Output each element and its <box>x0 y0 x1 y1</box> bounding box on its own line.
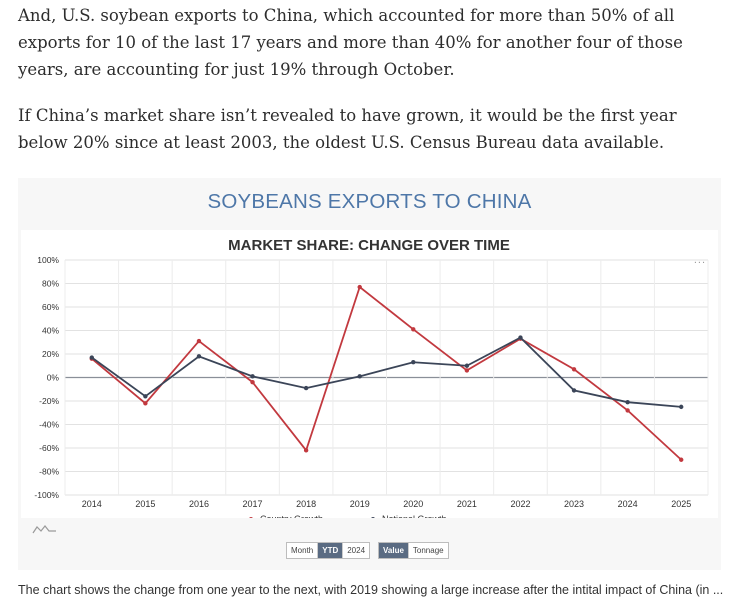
chart-menu-icon[interactable]: ... <box>693 254 706 266</box>
x-tick-label: 2024 <box>618 499 638 509</box>
y-tick-label: 40% <box>42 326 59 336</box>
chart-panel: SOYBEANS EXPORTS TO CHINA MARKET SHARE: … <box>18 178 721 570</box>
data-point <box>303 448 309 453</box>
measure-toggle: Value Tonnage <box>378 542 449 559</box>
legend-label: Country Growth <box>260 514 323 518</box>
legend-marker <box>249 517 253 518</box>
x-tick-label: 2016 <box>189 499 209 509</box>
data-point <box>196 354 202 359</box>
chart-logo-icon <box>32 525 56 534</box>
data-point <box>679 404 684 410</box>
data-point <box>411 360 416 365</box>
legend-marker <box>371 517 375 518</box>
data-point <box>625 399 630 405</box>
chart-caption: The chart shows the change from one year… <box>18 583 724 597</box>
y-tick-label: -20% <box>39 396 59 406</box>
data-point <box>679 457 684 462</box>
y-tick-label: -80% <box>39 467 59 477</box>
x-tick-label: 2019 <box>350 499 370 509</box>
y-tick-label: -40% <box>39 420 59 430</box>
series-line <box>91 285 682 461</box>
data-point <box>518 335 523 340</box>
chart-title: MARKET SHARE: CHANGE OVER TIME <box>228 237 510 254</box>
x-tick-label: 2021 <box>457 499 477 509</box>
data-point <box>625 408 630 413</box>
y-tick-label: 100% <box>37 255 59 265</box>
series-line <box>91 336 682 408</box>
article-paragraph-2: If China’s market share isn’t revealed t… <box>18 106 677 152</box>
data-point <box>89 355 94 360</box>
x-tick-label: 2023 <box>564 499 584 509</box>
data-point <box>357 284 362 290</box>
value-button[interactable]: Value <box>379 543 409 558</box>
data-point <box>464 363 470 368</box>
data-point <box>250 380 255 385</box>
y-tick-label: -100% <box>34 490 59 500</box>
y-tick-label: 0% <box>47 373 60 383</box>
data-point <box>571 388 577 393</box>
y-tick-label: -60% <box>39 443 59 453</box>
line-chart: MARKET SHARE: CHANGE OVER TIME 100% 80% 60%… <box>34 237 709 518</box>
month-button[interactable]: Month <box>287 543 319 558</box>
ytd-button[interactable]: YTD <box>318 543 344 558</box>
x-tick-label: 2017 <box>243 499 263 509</box>
period-toggle: Month YTD 2024 <box>286 542 371 559</box>
data-point <box>357 374 362 379</box>
data-point <box>571 367 577 372</box>
x-tick-label: 2022 <box>510 499 530 509</box>
data-point <box>143 394 148 399</box>
data-point <box>196 338 202 344</box>
data-point <box>411 327 416 332</box>
x-tick-label: 2025 <box>671 499 691 509</box>
legend-label: National Growth <box>382 514 447 518</box>
article-paragraph-1: And, U.S. soybean exports to China, whic… <box>18 6 683 79</box>
tonnage-button[interactable]: Tonnage <box>412 546 444 555</box>
y-tick-label: 80% <box>42 279 59 289</box>
panel-title: SOYBEANS EXPORTS TO CHINA <box>207 190 532 213</box>
year-2024-button[interactable]: 2024 <box>347 546 366 555</box>
data-point <box>143 401 148 406</box>
x-tick-label: 2020 <box>403 499 423 509</box>
y-tick-label: 20% <box>42 349 59 359</box>
data-point <box>250 374 255 379</box>
x-tick-label: 2018 <box>296 499 316 509</box>
x-tick-label: 2014 <box>82 499 102 509</box>
y-tick-label: 60% <box>42 302 59 312</box>
chart-card: MARKET SHARE: CHANGE OVER TIME 100% 80% 60%… <box>21 230 718 518</box>
x-tick-label: 2015 <box>135 499 155 509</box>
data-point <box>303 385 309 391</box>
data-point <box>464 368 470 373</box>
